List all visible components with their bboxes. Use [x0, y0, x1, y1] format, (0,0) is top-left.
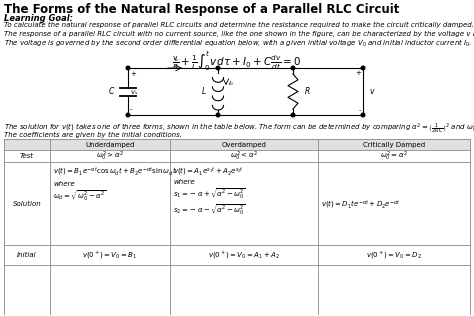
Text: $s_1 = -\alpha + \sqrt{\alpha^2 - \omega_0^2}$: $s_1 = -\alpha + \sqrt{\alpha^2 - \omega… [173, 187, 246, 202]
Text: +: + [130, 71, 136, 77]
Text: $v(0^+) = V_0 = B_1$: $v(0^+) = V_0 = B_1$ [82, 249, 137, 261]
Circle shape [291, 66, 295, 70]
Text: The coefficients are given by the initial conditions.: The coefficients are given by the initia… [4, 132, 182, 138]
Text: $\omega_d = \sqrt{\omega_0^2 - \alpha^2}$: $\omega_d = \sqrt{\omega_0^2 - \alpha^2}… [53, 189, 106, 204]
Text: where: where [173, 179, 195, 185]
Circle shape [291, 113, 295, 117]
Circle shape [361, 113, 365, 117]
Text: where: where [53, 181, 74, 187]
Text: Learning Goal:: Learning Goal: [4, 14, 73, 23]
Text: Initial: Initial [17, 252, 37, 258]
Text: +: + [355, 70, 361, 76]
Circle shape [126, 66, 130, 70]
Text: Overdamped: Overdamped [221, 142, 266, 148]
Circle shape [361, 66, 365, 70]
Text: $v(t) = D_1 t e^{-\alpha t} + D_2 e^{-\alpha t}$: $v(t) = D_1 t e^{-\alpha t} + D_2 e^{-\a… [321, 198, 401, 210]
Bar [4, 139, 50, 150]
Text: $I_0$: $I_0$ [228, 80, 234, 88]
Text: $\omega_0^2 > \alpha^2$: $\omega_0^2 > \alpha^2$ [96, 149, 124, 163]
Text: Underdamped: Underdamped [85, 142, 135, 148]
Text: The voltage is governed by the second order differential equation below, with a : The voltage is governed by the second or… [4, 38, 472, 49]
Text: $i_c$: $i_c$ [174, 55, 180, 64]
Text: C: C [109, 87, 114, 96]
Text: Critically Damped: Critically Damped [363, 142, 425, 148]
Text: v: v [369, 87, 374, 96]
Text: The response of a parallel RLC circuit with no current source, like the one show: The response of a parallel RLC circuit w… [4, 31, 474, 37]
Text: $v(t) = A_1 e^{s_1 t} + A_2 e^{s_2 t}$: $v(t) = A_1 e^{s_1 t} + A_2 e^{s_2 t}$ [173, 165, 244, 177]
Bar [50, 139, 170, 150]
Circle shape [216, 66, 220, 70]
Circle shape [126, 113, 130, 117]
Text: $V_s$: $V_s$ [130, 88, 138, 97]
Text: Solution: Solution [13, 200, 41, 206]
Bar [170, 139, 318, 150]
Text: $\frac{v}{R} + \frac{1}{L}\int_0^t v\,d\tau + I_0 + C\frac{dv}{dt} = 0$: $\frac{v}{R} + \frac{1}{L}\int_0^t v\,d\… [173, 49, 301, 73]
Text: -: - [130, 106, 133, 112]
Text: $v(t) = B_1 e^{-\alpha t}\cos\omega_d t + B_2 e^{-\alpha t}\sin\omega_d t$: $v(t) = B_1 e^{-\alpha t}\cos\omega_d t … [53, 165, 177, 177]
Bar [318, 139, 470, 150]
Text: -: - [358, 107, 361, 113]
Circle shape [216, 113, 220, 117]
Text: The Forms of the Natural Response of a Parallel RLC Circuit: The Forms of the Natural Response of a P… [4, 3, 400, 16]
Text: To calculate the natural response of parallel RLC circuits and determine the res: To calculate the natural response of par… [4, 22, 474, 28]
Text: $v(0^+) = V_0 = A_1 + A_2$: $v(0^+) = V_0 = A_1 + A_2$ [208, 249, 280, 261]
Text: $\omega_0^2 < \alpha^2$: $\omega_0^2 < \alpha^2$ [230, 149, 258, 163]
Text: L: L [202, 87, 206, 96]
Text: R: R [305, 87, 310, 96]
Text: $s_2 = -\alpha - \sqrt{\alpha^2 - \omega_0^2}$: $s_2 = -\alpha - \sqrt{\alpha^2 - \omega… [173, 203, 246, 218]
Text: $\omega_0^2 = \alpha^2$: $\omega_0^2 = \alpha^2$ [380, 149, 408, 163]
Text: Test: Test [20, 153, 34, 159]
Text: The solution for $v(t)$ takes one of three forms, shown in the table below. The : The solution for $v(t)$ takes one of thr… [4, 122, 474, 136]
Text: $v(0^+) = V_0 = D_2$: $v(0^+) = V_0 = D_2$ [366, 249, 422, 261]
